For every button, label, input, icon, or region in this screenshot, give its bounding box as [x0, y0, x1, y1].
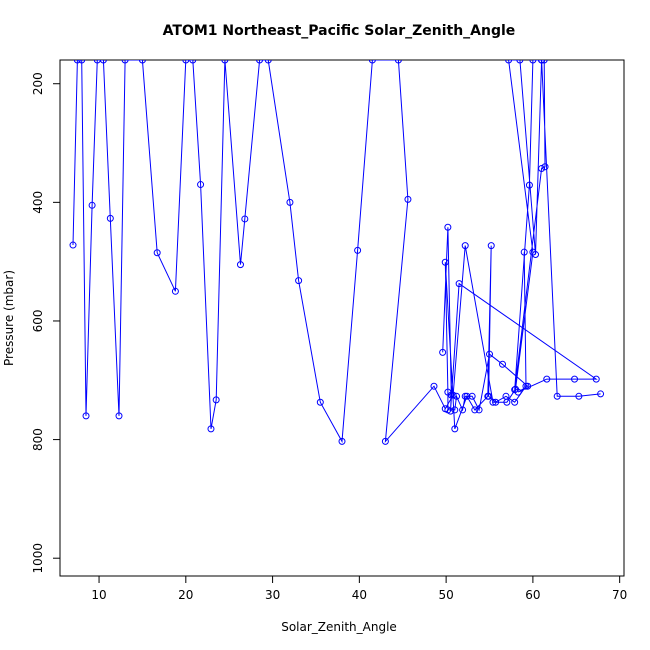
data-point — [505, 60, 513, 64]
data-point — [82, 412, 90, 420]
y-tick-label: 200 — [31, 72, 45, 95]
data-point — [487, 242, 495, 250]
data-point — [575, 392, 583, 400]
x-tick-label: 70 — [612, 588, 627, 602]
data-point — [197, 181, 205, 189]
y-axis-label: Pressure (mbar) — [2, 270, 16, 366]
x-tick-label: 10 — [91, 588, 106, 602]
data-point — [511, 386, 519, 394]
data-point — [189, 60, 197, 64]
data-point — [543, 375, 551, 383]
data-point — [381, 437, 389, 445]
data-point — [516, 60, 524, 64]
plot-area — [69, 60, 605, 445]
data-point — [256, 60, 264, 64]
data-point — [499, 360, 507, 368]
data-point — [439, 348, 447, 356]
data-point — [444, 388, 452, 396]
data-point — [153, 249, 161, 257]
series-line — [72, 60, 601, 444]
data-point — [511, 398, 519, 406]
data-point — [468, 392, 476, 400]
data-point — [502, 392, 510, 400]
x-axis: 10 20 30 40 50 60 70 — [91, 575, 627, 602]
data-point — [69, 241, 77, 249]
data-point — [540, 60, 548, 64]
data-point — [430, 382, 438, 390]
data-point — [212, 396, 220, 404]
y-tick-label: 400 — [31, 191, 45, 214]
x-axis-label: Solar_Zenith_Angle — [281, 620, 397, 634]
data-point — [444, 406, 452, 414]
data-point — [88, 201, 96, 209]
data-point — [597, 390, 605, 398]
data-point — [453, 392, 461, 400]
y-tick-label: 600 — [31, 310, 45, 333]
data-point — [459, 406, 467, 414]
data-point — [485, 392, 493, 400]
data-point — [486, 350, 494, 358]
data-point — [451, 406, 459, 414]
y-tick-label: 1000 — [31, 543, 45, 574]
data-point — [99, 60, 107, 64]
data-point — [441, 258, 449, 266]
data-point — [538, 60, 546, 64]
data-point — [463, 392, 471, 400]
data-point — [451, 425, 459, 433]
series-2 — [439, 223, 600, 433]
data-point — [121, 60, 129, 64]
data-point — [171, 287, 179, 295]
data-point — [182, 60, 190, 64]
data-point — [286, 198, 294, 206]
x-tick-label: 50 — [438, 588, 453, 602]
series-line — [442, 227, 598, 430]
data-point — [525, 181, 533, 189]
x-tick-label: 20 — [178, 588, 193, 602]
y-tick-label: 800 — [31, 428, 45, 451]
data-point — [404, 195, 412, 203]
x-tick-label: 30 — [265, 588, 280, 602]
data-point — [354, 246, 362, 254]
data-point — [571, 375, 579, 383]
data-point — [592, 375, 600, 383]
data-point — [553, 392, 561, 400]
x-tick-label: 60 — [525, 588, 540, 602]
data-point — [541, 163, 549, 171]
data-point — [138, 60, 146, 64]
data-point — [531, 251, 539, 259]
data-point — [295, 277, 303, 285]
data-point — [338, 437, 346, 445]
data-point — [207, 425, 215, 433]
data-point — [522, 382, 530, 390]
data-point — [115, 412, 123, 420]
data-point — [78, 60, 86, 64]
data-point — [471, 406, 479, 414]
data-point — [264, 60, 272, 64]
data-point — [444, 223, 452, 231]
data-point — [475, 406, 483, 414]
data-point — [106, 214, 114, 222]
x-tick-label: 40 — [352, 588, 367, 602]
chart-title: ATOM1 Northeast_Pacific Solar_Zenith_Ang… — [163, 23, 516, 39]
data-point — [236, 261, 244, 269]
data-point — [461, 242, 469, 250]
data-point — [316, 398, 324, 406]
data-point — [241, 215, 249, 223]
data-point — [514, 388, 522, 396]
data-point — [520, 248, 528, 256]
data-point — [455, 280, 463, 288]
data-point — [93, 60, 101, 64]
data-point — [221, 60, 229, 64]
data-point — [368, 60, 376, 64]
data-point — [492, 398, 500, 406]
data-point — [538, 165, 546, 173]
data-point — [529, 60, 537, 64]
series-1 — [69, 60, 605, 445]
data-point — [73, 60, 81, 64]
y-axis: 200 400 600 800 1000 — [31, 72, 61, 574]
data-point — [394, 60, 402, 64]
